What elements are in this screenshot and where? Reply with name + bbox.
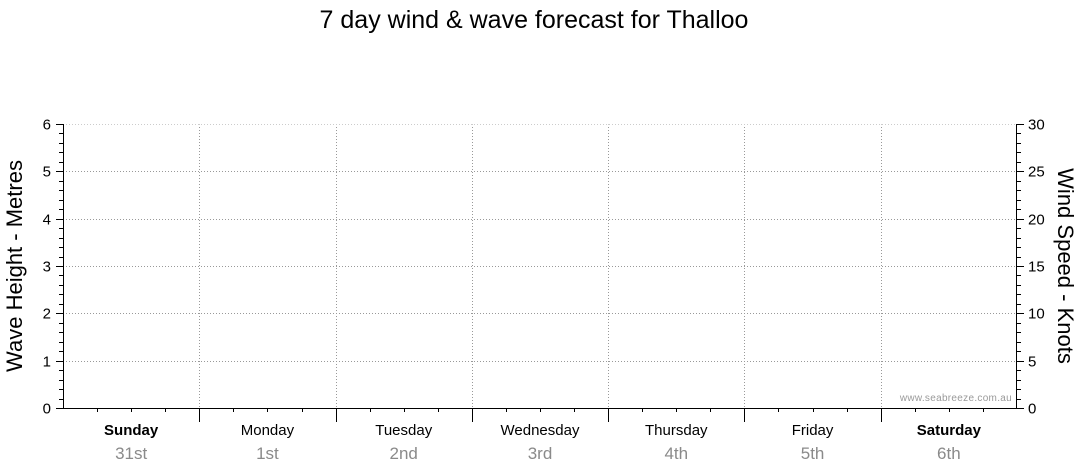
left-y-axis-title: Wave Height - Metres bbox=[2, 160, 27, 372]
x-date-label: 5th bbox=[801, 444, 825, 463]
x-date-label: 31st bbox=[115, 444, 147, 463]
x-day-label: Sunday bbox=[104, 422, 159, 439]
x-axis-ticks bbox=[97, 408, 984, 422]
right-y-tick-label: 0 bbox=[1028, 401, 1036, 418]
watermark-text: www.seabreeze.com.au bbox=[899, 393, 1012, 404]
right-y-tick-label: 20 bbox=[1028, 212, 1045, 229]
x-date-label: 3rd bbox=[528, 444, 553, 463]
left-y-tick-label: 2 bbox=[43, 306, 51, 323]
left-y-tick-label: 1 bbox=[43, 354, 51, 371]
x-date-label: 4th bbox=[664, 444, 688, 463]
left-y-tick-label: 0 bbox=[43, 401, 51, 418]
x-date-label: 2nd bbox=[390, 444, 418, 463]
x-day-label: Saturday bbox=[917, 422, 982, 439]
x-day-label: Friday bbox=[792, 422, 834, 439]
right-y-tick-label: 5 bbox=[1028, 354, 1036, 371]
x-date-label: 1st bbox=[256, 444, 279, 463]
right-y-tick-label: 25 bbox=[1028, 164, 1045, 181]
right-y-axis-ticks: 0 5 10 15 20 25 30 bbox=[1017, 117, 1045, 418]
left-y-tick-label: 3 bbox=[43, 259, 51, 276]
left-y-tick-label: 4 bbox=[43, 212, 51, 229]
right-y-axis-title: Wind Speed - Knots bbox=[1053, 168, 1078, 364]
x-day-label: Monday bbox=[241, 422, 295, 439]
left-y-tick-label: 5 bbox=[43, 164, 51, 181]
x-day-label: Thursday bbox=[645, 422, 708, 439]
x-day-label: Wednesday bbox=[501, 422, 580, 439]
grid-lines bbox=[63, 124, 1017, 408]
right-y-tick-label: 15 bbox=[1028, 259, 1045, 276]
x-day-label: Tuesday bbox=[375, 422, 432, 439]
right-y-tick-label: 10 bbox=[1028, 306, 1045, 323]
x-axis-labels: Sunday 31st Monday 1st Tuesday 2nd Wednesday 3r… bbox=[104, 422, 982, 463]
left-y-axis-ticks: 0 1 2 3 4 5 6 bbox=[43, 117, 63, 418]
right-y-tick-label: 30 bbox=[1028, 117, 1045, 134]
chart-title: 7 day wind & wave forecast for Thalloo bbox=[320, 6, 749, 34]
left-y-tick-label: 6 bbox=[43, 117, 51, 134]
x-date-label: 6th bbox=[937, 444, 961, 463]
